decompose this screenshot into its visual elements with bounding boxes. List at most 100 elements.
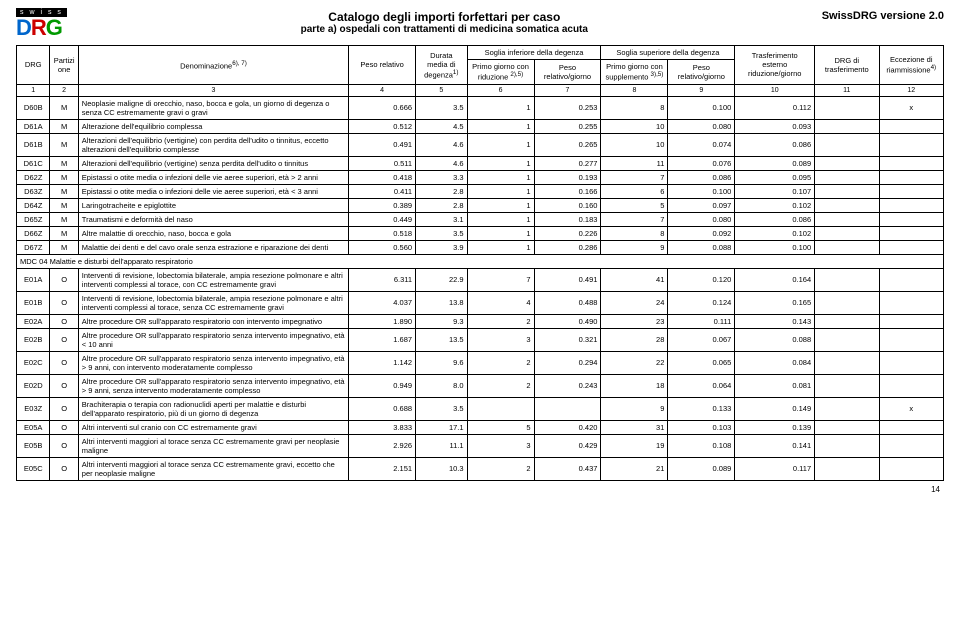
- th-peso-rg-1: Peso relativo/giorno: [534, 60, 601, 85]
- cell-peso: 1.890: [349, 314, 416, 328]
- cell-c10: 0.107: [735, 184, 815, 198]
- cell-peso: 0.411: [349, 184, 416, 198]
- cell-c10: 0.086: [735, 133, 815, 156]
- cell-c10: 0.089: [735, 156, 815, 170]
- cell-denom: Traumatismi e deformità del naso: [78, 212, 348, 226]
- cell-c9: 0.111: [668, 314, 735, 328]
- cell-drg: D66Z: [17, 226, 50, 240]
- cell-part: M: [50, 156, 78, 170]
- cell-part: M: [50, 240, 78, 254]
- cell-c12: [879, 420, 944, 434]
- cell-dur: 3.5: [416, 226, 467, 240]
- th-soglia-inf: Soglia inferiore della degenza: [467, 46, 601, 60]
- index-cell: 1: [17, 84, 50, 96]
- cell-c11: [815, 291, 879, 314]
- cell-c12: [879, 314, 944, 328]
- cell-drg: E02D: [17, 374, 50, 397]
- cell-c11: [815, 397, 879, 420]
- cell-c7: 0.429: [534, 434, 601, 457]
- cell-c7: 0.420: [534, 420, 601, 434]
- cell-c7: 0.277: [534, 156, 601, 170]
- cell-c9: 0.080: [668, 212, 735, 226]
- cell-c12: [879, 374, 944, 397]
- cell-part: M: [50, 119, 78, 133]
- cell-c10: 0.086: [735, 212, 815, 226]
- cell-c8: 22: [601, 351, 668, 374]
- cell-c9: 0.086: [668, 170, 735, 184]
- cell-dur: 13.5: [416, 328, 467, 351]
- cell-c9: 0.088: [668, 240, 735, 254]
- table-row: D64ZMLaringotracheite e epiglottite0.389…: [17, 198, 944, 212]
- cell-c11: [815, 314, 879, 328]
- cell-dur: 4.6: [416, 133, 467, 156]
- index-cell: 10: [735, 84, 815, 96]
- cell-dur: 9.3: [416, 314, 467, 328]
- cell-dur: 13.8: [416, 291, 467, 314]
- cell-c10: 0.102: [735, 198, 815, 212]
- version-label: SwissDRG versione 2.0: [822, 10, 944, 22]
- cell-denom: Altre procedure OR sull'apparato respira…: [78, 374, 348, 397]
- cell-c6: 1: [467, 240, 534, 254]
- cell-c11: [815, 212, 879, 226]
- cell-denom: Epistassi o otite media o infezioni dell…: [78, 170, 348, 184]
- header: s w i s s DRG Catalogo degli importi for…: [16, 8, 944, 41]
- index-cell: 4: [349, 84, 416, 96]
- cell-denom: Neoplasie maligne di orecchio, naso, boc…: [78, 96, 348, 119]
- cell-c11: [815, 184, 879, 198]
- cell-c7: 0.166: [534, 184, 601, 198]
- cell-denom: Altri interventi maggiori al torace senz…: [78, 434, 348, 457]
- cell-peso: 0.949: [349, 374, 416, 397]
- cell-c8: 31: [601, 420, 668, 434]
- cell-c6: 3: [467, 328, 534, 351]
- cell-c7: 0.321: [534, 328, 601, 351]
- cell-c9: 0.074: [668, 133, 735, 156]
- cell-c10: 0.081: [735, 374, 815, 397]
- table-row: E05COAltri interventi maggiori al torace…: [17, 457, 944, 480]
- table-row: E02COAltre procedure OR sull'apparato re…: [17, 351, 944, 374]
- index-cell: 2: [50, 84, 78, 96]
- cell-part: M: [50, 198, 78, 212]
- cell-c12: [879, 351, 944, 374]
- th-denom-sup: 6), 7): [232, 60, 247, 67]
- title-main: Catalogo degli importi forfettari per ca…: [67, 10, 822, 24]
- cell-drg: D60B: [17, 96, 50, 119]
- cell-peso: 0.389: [349, 198, 416, 212]
- cell-c12: x: [879, 96, 944, 119]
- cell-c6: 3: [467, 434, 534, 457]
- cell-c10: 0.117: [735, 457, 815, 480]
- cell-c10: 0.095: [735, 170, 815, 184]
- cell-peso: 2.926: [349, 434, 416, 457]
- index-cell: 8: [601, 84, 668, 96]
- cell-c11: [815, 328, 879, 351]
- cell-c11: [815, 268, 879, 291]
- table-row: D66ZMAltre malattie di orecchio, naso, b…: [17, 226, 944, 240]
- cell-dur: 3.5: [416, 96, 467, 119]
- cell-c11: [815, 133, 879, 156]
- cell-c7: 0.294: [534, 351, 601, 374]
- cell-c10: 0.141: [735, 434, 815, 457]
- cell-drg: E03Z: [17, 397, 50, 420]
- cell-c12: [879, 133, 944, 156]
- cell-peso: 0.560: [349, 240, 416, 254]
- table-row: E01BOInterventi di revisione, lobectomia…: [17, 291, 944, 314]
- cell-part: M: [50, 212, 78, 226]
- cell-part: O: [50, 351, 78, 374]
- table-row: E05BOAltri interventi maggiori al torace…: [17, 434, 944, 457]
- th-soglia-sup: Soglia superiore della degenza: [601, 46, 735, 60]
- cell-c6: 1: [467, 156, 534, 170]
- logo-r: R: [31, 15, 46, 40]
- logo-d: D: [16, 15, 31, 40]
- cell-c8: 24: [601, 291, 668, 314]
- cell-part: O: [50, 420, 78, 434]
- th-primo-supp-sup: 3),5): [651, 71, 664, 78]
- cell-c9: 0.092: [668, 226, 735, 240]
- cell-denom: Altre procedure OR sull'apparato respira…: [78, 314, 348, 328]
- section-row: MDC 04 Malattie e disturbi dell'apparato…: [17, 254, 944, 268]
- title-sub: parte a) ospedali con trattamenti di med…: [67, 24, 822, 35]
- cell-part: O: [50, 314, 78, 328]
- cell-c6: 1: [467, 226, 534, 240]
- cell-peso: 0.666: [349, 96, 416, 119]
- cell-c6: 2: [467, 457, 534, 480]
- title-block: Catalogo degli importi forfettari per ca…: [67, 10, 822, 35]
- cell-drg: D62Z: [17, 170, 50, 184]
